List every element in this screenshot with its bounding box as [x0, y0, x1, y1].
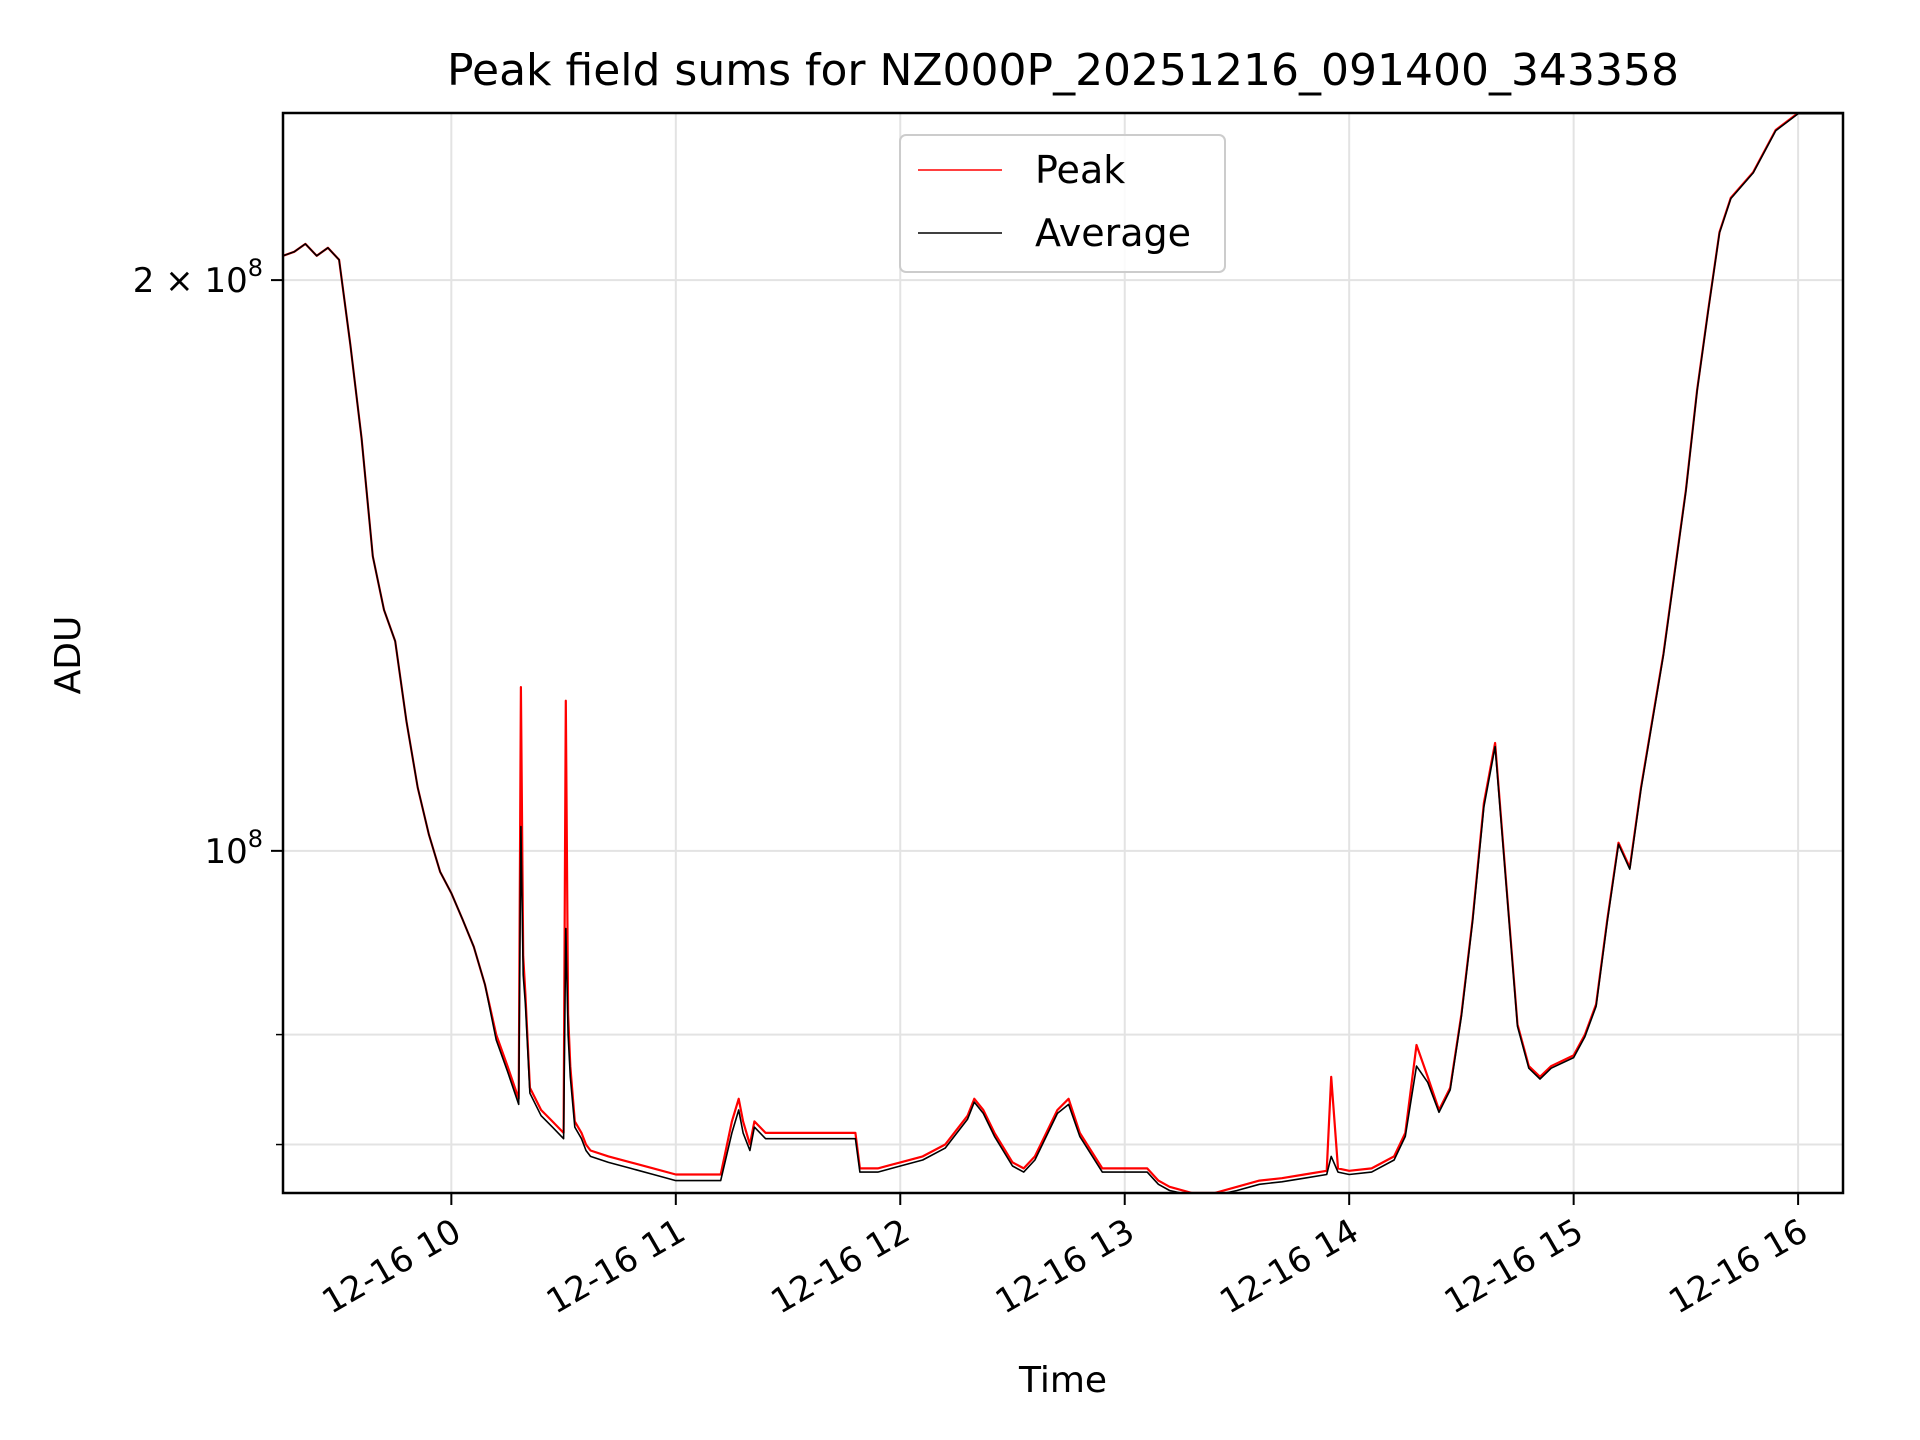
series-line-average	[283, 113, 1843, 1193]
series-layer	[283, 113, 1843, 1193]
chart-title: Peak field sums for NZ000P_20251216_0914…	[447, 45, 1679, 96]
plot-area	[283, 113, 1843, 1193]
x-axis-label: Time	[1018, 1360, 1107, 1401]
grid	[283, 113, 1843, 1193]
legend-label-average: Average	[1035, 211, 1191, 255]
legend-label-peak: Peak	[1035, 148, 1125, 192]
axes-frame	[281, 111, 1845, 1195]
y-axis: 108 2 × 108	[133, 254, 283, 1146]
y-axis-label: ADU	[48, 616, 89, 695]
legend: Peak Average	[899, 134, 1226, 273]
y-tick-label: 2 × 108	[133, 254, 263, 301]
y-tick-label: 108	[204, 825, 263, 872]
